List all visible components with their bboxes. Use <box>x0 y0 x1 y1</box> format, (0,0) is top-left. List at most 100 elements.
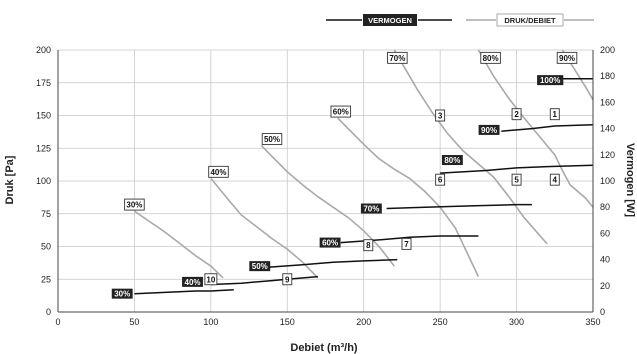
vermogen-label-box <box>441 155 463 166</box>
vermogen-label-box <box>478 124 500 135</box>
y-axis-left-title: Druk [Pa] <box>4 155 16 204</box>
point-marker-box <box>401 237 412 250</box>
vermogen-label-box <box>537 75 564 86</box>
druk-curve-80pct <box>477 49 594 208</box>
x-tick-label: 250 <box>433 317 448 327</box>
druk-label-box <box>124 198 145 211</box>
x-tick-label: 150 <box>280 317 295 327</box>
druk-curve-70pct <box>393 49 548 245</box>
legend-vermogen-box <box>363 14 417 26</box>
druk-label-box <box>330 105 352 118</box>
vermogen-curve-40pct <box>210 275 318 286</box>
druk-label: 60% <box>333 108 349 117</box>
point-marker-box <box>511 108 522 121</box>
legend: VERMOGEN DRUK/DEBIET <box>326 13 594 27</box>
druk-label-box <box>261 133 283 146</box>
x-tick-label: 300 <box>509 317 524 327</box>
point-marker-label: 1 <box>553 110 558 119</box>
druk-curve-40pct <box>210 177 319 279</box>
point-marker-label: 10 <box>206 275 215 284</box>
y-right-tick-label: 140 <box>600 124 615 134</box>
vermogen-label: 50% <box>252 262 268 271</box>
x-tick-label: 350 <box>585 317 600 327</box>
vermogen-label-box <box>360 203 382 214</box>
y-left-tick-label: 50 <box>41 242 51 252</box>
point-marker-box <box>435 109 446 122</box>
y-axis-right-title: Vermogen [W] <box>624 143 636 217</box>
point-marker-label: 9 <box>285 275 290 284</box>
point-marker-box <box>363 239 374 252</box>
vermogen-label: 70% <box>363 205 379 214</box>
druk-label: 50% <box>264 135 280 144</box>
vermogen-curve-80pct <box>440 164 594 174</box>
vermogen-label-box <box>249 261 271 272</box>
y-right-tick-label: 60 <box>600 228 610 238</box>
vermogen-curve-30pct <box>134 288 234 295</box>
vermogen-label: 80% <box>444 156 460 165</box>
druk-label: 90% <box>559 54 575 63</box>
y-right-tick-label: 20 <box>600 281 610 291</box>
vermogen-label: 40% <box>185 278 201 287</box>
druk-label-box <box>208 165 229 178</box>
point-marker-label: 3 <box>438 112 443 121</box>
point-marker-label: 7 <box>404 240 409 249</box>
y-left-tick-label: 0 <box>46 307 51 317</box>
druk-label: 80% <box>483 54 499 63</box>
legend-vermogen-label: VERMOGEN <box>368 16 412 25</box>
druk-label-box <box>387 51 408 64</box>
y-left-tick-label: 150 <box>36 111 51 121</box>
y-right-tick-label: 40 <box>600 255 610 265</box>
vermogen-label-box <box>111 288 133 299</box>
point-marker-label: 4 <box>553 176 558 185</box>
druk-label-box <box>556 51 578 64</box>
vermogen-label: 60% <box>322 239 338 248</box>
point-marker-label: 6 <box>438 176 443 185</box>
x-tick-label: 50 <box>129 317 139 327</box>
y-left-tick-label: 175 <box>36 78 51 88</box>
y-right-tick-label: 160 <box>600 97 615 107</box>
point-marker-box <box>282 273 293 286</box>
vermogen-curve-90pct <box>501 123 594 132</box>
y-left-tick-label: 25 <box>41 274 51 284</box>
y-left-tick-label: 100 <box>36 176 51 186</box>
x-tick-label: 0 <box>55 317 60 327</box>
vermogen-label-box <box>319 237 341 248</box>
legend-druk-label: DRUK/DEBIET <box>504 16 556 25</box>
point-marker-label: 8 <box>366 241 371 250</box>
point-marker-label: 2 <box>514 110 519 119</box>
druk-curve-50pct <box>260 145 395 267</box>
vermogen-label: 30% <box>114 290 130 299</box>
y-left-tick-label: 200 <box>36 45 51 55</box>
druk-curve-60pct <box>337 117 480 277</box>
druk-label: 40% <box>210 168 226 177</box>
vermogen-curve-70pct <box>386 203 532 210</box>
point-marker-box <box>549 173 560 186</box>
y-left-tick-label: 125 <box>36 143 51 153</box>
y-right-tick-label: 180 <box>600 71 615 81</box>
point-marker-box <box>204 273 218 286</box>
druk-label-box <box>480 51 501 64</box>
point-marker-box <box>511 173 522 186</box>
x-tick-label: 200 <box>356 317 371 327</box>
druk-label: 70% <box>389 54 405 63</box>
vermogen-label: 100% <box>540 76 560 85</box>
point-marker-box <box>435 173 446 186</box>
vermogen-label-box <box>182 276 203 287</box>
vermogen-label: 90% <box>481 126 497 135</box>
legend-druk-box <box>496 13 564 27</box>
point-marker-label: 5 <box>514 176 519 185</box>
series-labels-group: 30% 40% 50% 60% 70% 80% 90% 30% 40% 50% 60% 70% 80% 9… <box>111 51 578 299</box>
vermogen-curve-50pct <box>264 258 398 269</box>
druk-label: 30% <box>126 201 142 210</box>
x-tick-label: 100 <box>203 317 218 327</box>
y-right-tick-label: 120 <box>600 150 615 160</box>
y-right-tick-label: 200 <box>600 45 615 55</box>
druk-curve-30pct <box>133 210 224 279</box>
y-right-tick-label: 100 <box>600 176 615 186</box>
druk-debiet-series-group <box>133 49 594 279</box>
point-markers-group: 1 2 3 4 5 6 7 8 9 10 <box>204 108 560 286</box>
point-marker-box <box>549 108 560 121</box>
y-left-tick-label: 75 <box>41 209 51 219</box>
axes: 0 50 100 150 200 250 300 3500255075100125150175… <box>36 45 615 327</box>
